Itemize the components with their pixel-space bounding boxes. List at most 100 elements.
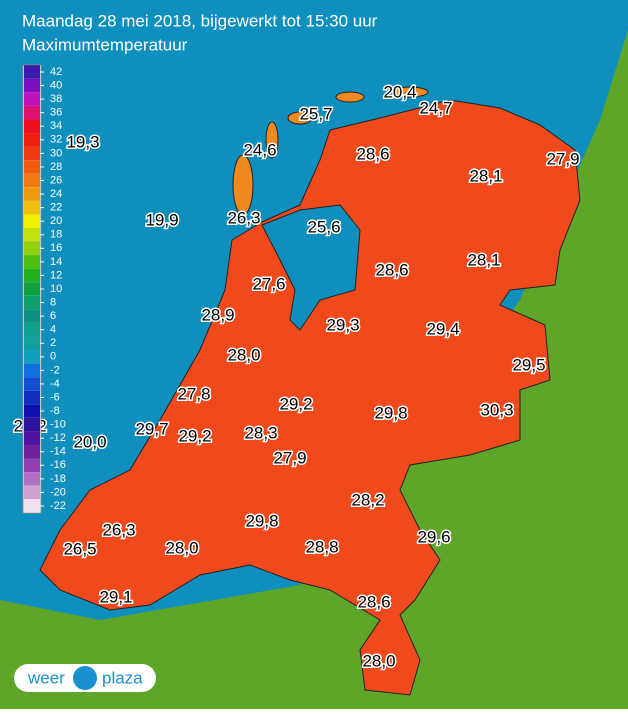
legend-swatch [24, 78, 40, 93]
temperature-label: 28,6 [357, 592, 390, 611]
temperature-label: 25,6 [307, 217, 340, 236]
legend-tick-label: -14 [50, 446, 66, 458]
temperature-label: 27,9 [273, 448, 306, 467]
legend-tick-label: 0 [50, 351, 56, 363]
legend-tick-label: 6 [50, 310, 56, 322]
temperature-label: 26,5 [63, 539, 96, 558]
legend-swatch [24, 241, 40, 256]
temperature-label: 20,0 [73, 432, 106, 451]
legend-swatch [24, 214, 40, 228]
temperature-label: 28,0 [362, 651, 395, 670]
island [265, 121, 279, 159]
island [232, 154, 254, 216]
legend-swatch [24, 160, 40, 174]
legend-tick-label: 42 [50, 66, 62, 78]
legend-tick-label: -6 [50, 391, 60, 403]
temperature-label: 27,9 [546, 149, 579, 168]
legend-swatch [24, 187, 40, 201]
legend-tick-label: -20 [50, 486, 66, 498]
legend-swatch [24, 390, 40, 405]
legend-tick-label: 20 [50, 215, 62, 227]
legend-swatch [24, 268, 40, 283]
temperature-label: 29,2 [279, 394, 312, 413]
temperature-label: 24,7 [419, 98, 452, 117]
temperature-label: 28,8 [305, 537, 338, 556]
legend-tick-label: 34 [50, 120, 62, 132]
title: Maandag 28 mei 2018, bijgewerkt tot 15:3… [22, 11, 378, 30]
legend-swatch [24, 431, 40, 445]
temperature-label: 29,7 [135, 419, 168, 438]
legend-tick-label: -10 [50, 419, 66, 431]
legend-swatch [24, 65, 40, 79]
legend-swatch [24, 146, 40, 161]
netherlands [39, 99, 581, 696]
temperature-label: 29,8 [245, 511, 278, 530]
legend-tick-label: 40 [50, 79, 62, 91]
temperature-label: 29,1 [99, 587, 132, 606]
logo-right: plaza [102, 668, 143, 687]
temperature-label: 28,2 [351, 490, 384, 509]
temperature-label: 27,8 [177, 384, 210, 403]
legend-tick-label: 24 [50, 188, 62, 200]
temperature-label: 19,9 [145, 210, 178, 229]
temperature-label: 24,6 [243, 140, 276, 159]
legend-swatch [24, 404, 40, 418]
legend-swatch [24, 119, 40, 134]
temperature-label: 28,9 [201, 305, 234, 324]
legend-tick-label: 4 [50, 324, 56, 336]
temperature-label: 28,0 [227, 345, 260, 364]
temperature-label: 28,0 [165, 538, 198, 557]
legend-swatch [24, 173, 40, 188]
legend-tick-label: -12 [50, 432, 66, 444]
legend-tick-label: -4 [50, 378, 60, 390]
legend-tick-label: 18 [50, 229, 62, 241]
temperature-label: 29,6 [417, 527, 450, 546]
legend-swatch [24, 133, 40, 147]
legend-swatch [24, 255, 40, 269]
legend-swatch [24, 485, 40, 500]
legend-tick-label: -8 [50, 405, 60, 417]
island [391, 86, 429, 98]
logo-left: weer [27, 668, 65, 687]
legend-swatch [24, 309, 40, 323]
legend-swatch [24, 336, 40, 351]
legend-swatch [24, 363, 40, 378]
temperature-label: 26,3 [227, 208, 260, 227]
temperature-label: 19,3 [66, 132, 99, 151]
legend-swatch [24, 444, 40, 459]
island [287, 111, 313, 125]
legend-swatch [24, 472, 40, 486]
legend-swatch [24, 350, 40, 364]
legend-swatch [24, 105, 40, 120]
subtitle: Maximumtemperatuur [22, 35, 188, 54]
temperature-label: 29,2 [178, 426, 211, 445]
temperature-label: 29,5 [512, 355, 545, 374]
temperature-label: 20,4 [383, 82, 416, 101]
temperature-label: 27,6 [252, 274, 285, 293]
legend-tick-label: -22 [50, 500, 66, 512]
temperature-label: 28,6 [356, 144, 389, 163]
temperature-labels: 19,3 25,7 20,424,7 24,6 28,6 27,9 28,1 19,9 26,3… [12, 81, 581, 672]
legend-tick-label: 26 [50, 174, 62, 186]
temperature-label: 28,1 [469, 166, 502, 185]
ijsselmeer [261, 204, 361, 331]
legend-swatch [24, 200, 40, 215]
temperature-label: 28,3 [244, 423, 277, 442]
legend-swatch [24, 499, 40, 513]
legend-tick-label: 8 [50, 296, 56, 308]
legend-swatch [24, 322, 40, 337]
temperature-label: 26,3 [102, 520, 135, 539]
legend-tick-label: 14 [50, 256, 62, 268]
legend-tick-label: 28 [50, 161, 62, 173]
legend-swatch [24, 458, 40, 473]
legend-tick-label: 22 [50, 202, 62, 214]
legend-tick-label: 32 [50, 134, 62, 146]
legend-swatch [24, 92, 40, 106]
legend-swatch [24, 377, 40, 391]
temperature-label: 29,4 [426, 319, 459, 338]
legend-tick-label: 36 [50, 107, 62, 119]
legend-tick-label: -16 [50, 459, 66, 471]
temperature-label: 28,1 [467, 250, 500, 269]
legend-swatch [24, 227, 40, 242]
